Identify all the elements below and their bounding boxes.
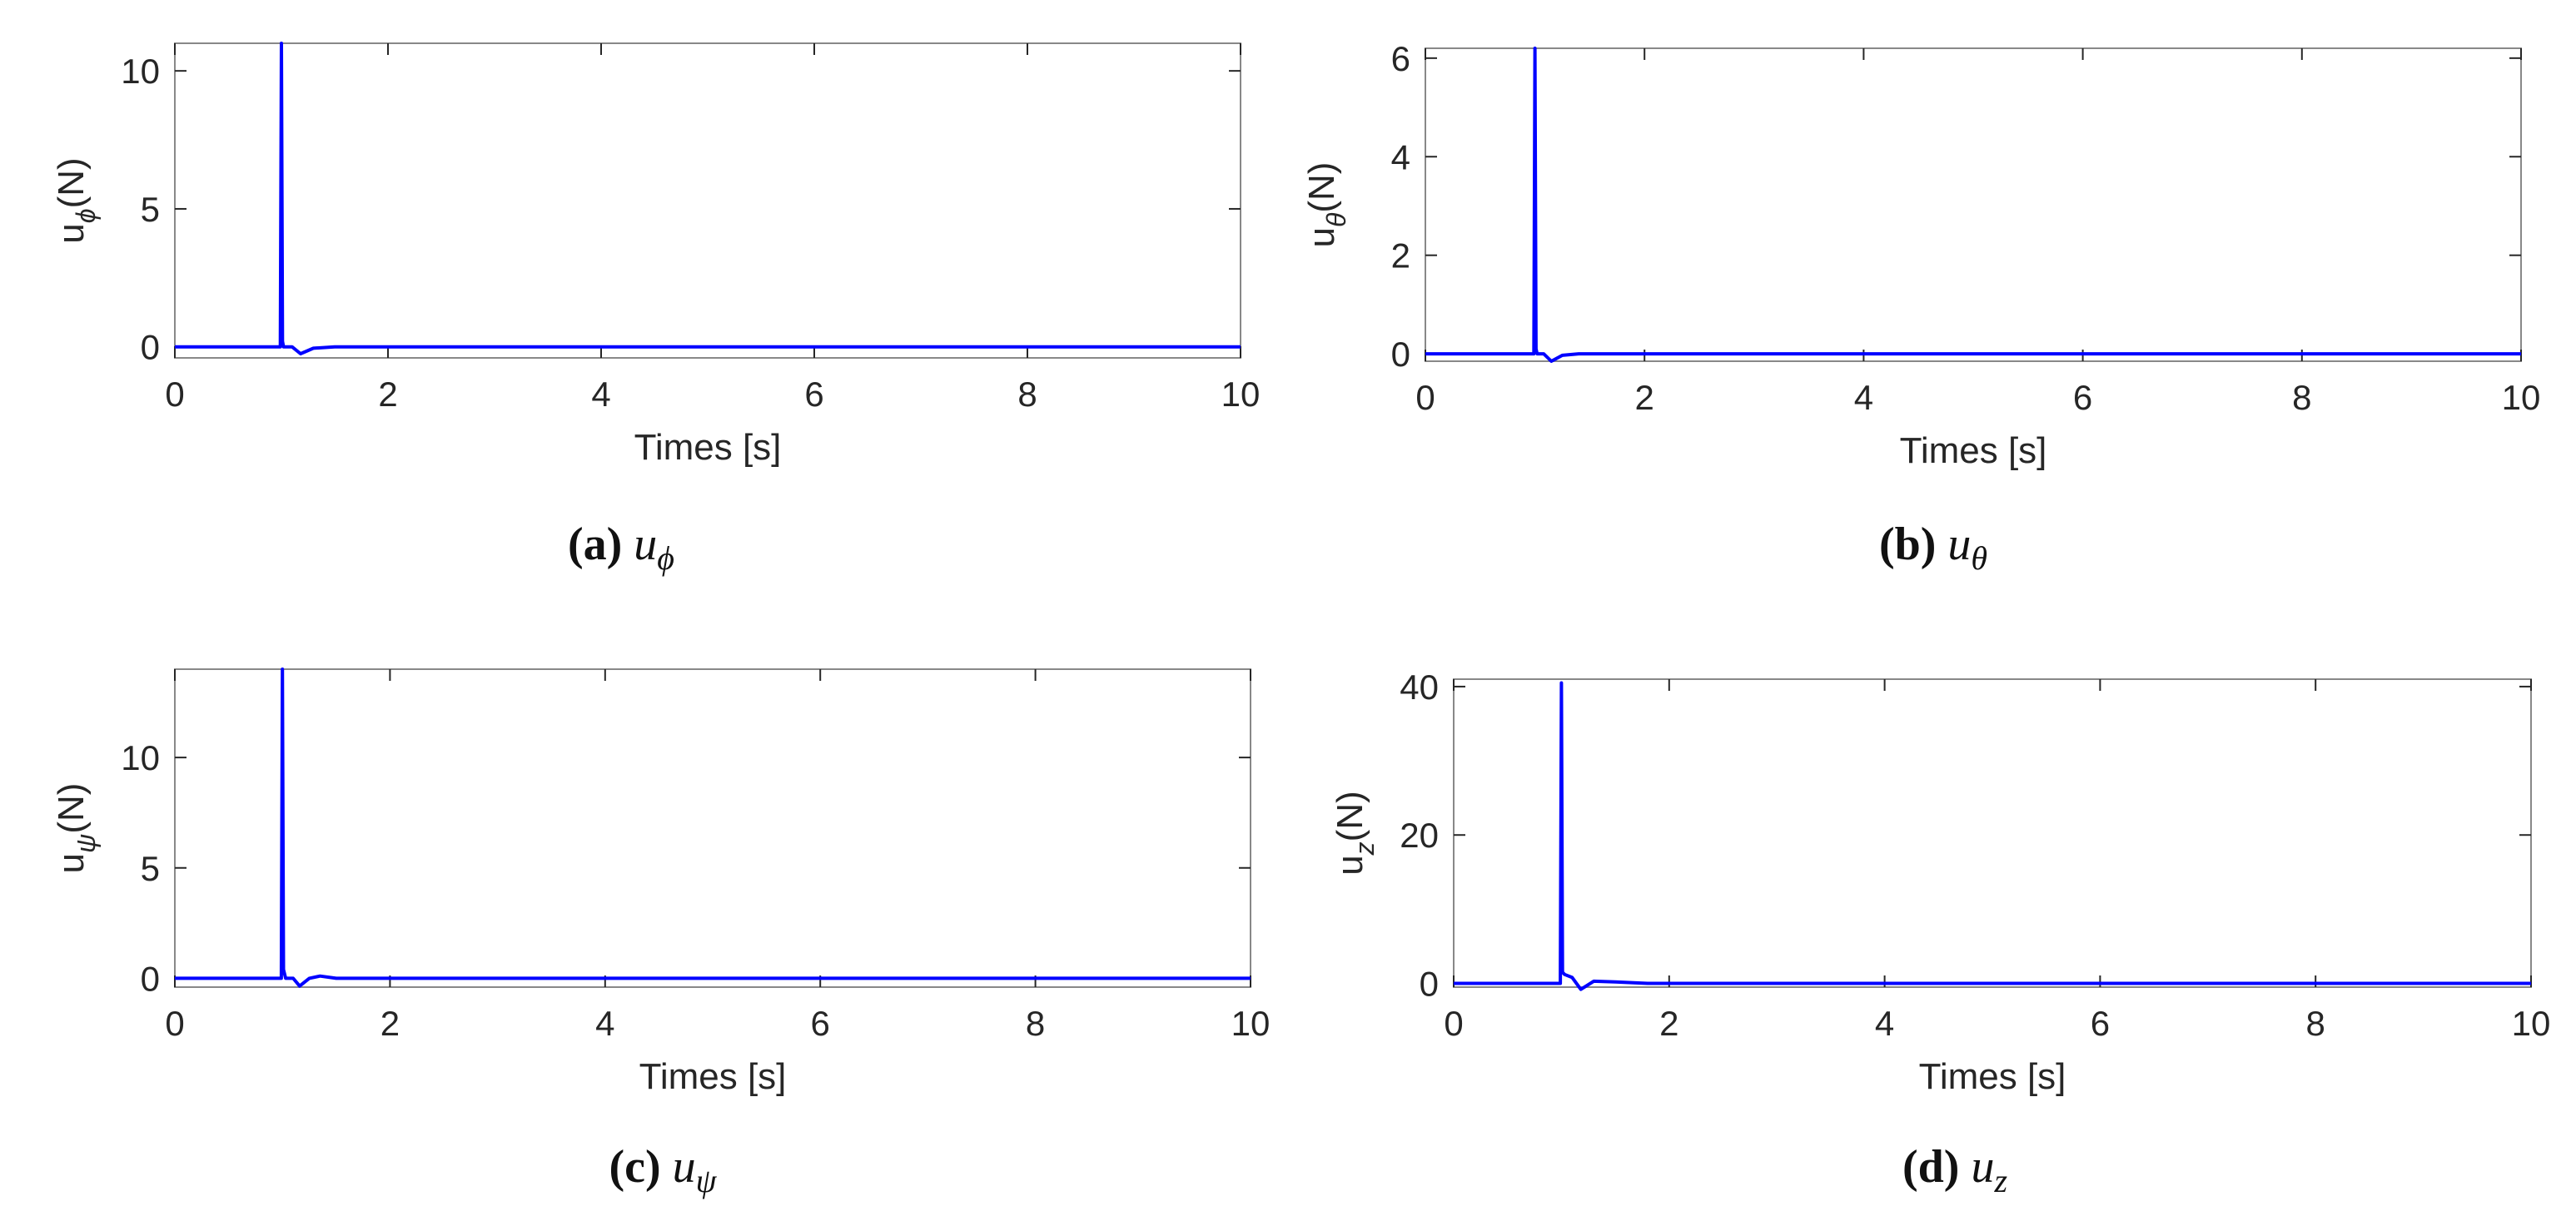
y-tick-label: 5 — [141, 190, 160, 229]
caption-symbol: u — [1947, 519, 1972, 570]
x-axis-label: Times [s] — [1919, 1056, 2066, 1097]
y-axis-label: uψ(N) — [51, 783, 101, 874]
caption-sub: ϕ — [657, 539, 674, 577]
x-tick-label: 2 — [380, 1004, 400, 1043]
caption-sub: z — [1994, 1162, 2008, 1199]
caption-letter: (a) — [568, 519, 623, 570]
x-axis-label: Times [s] — [639, 1056, 787, 1097]
y-tick-label: 2 — [1391, 236, 1410, 275]
series-line — [1454, 681, 2531, 991]
plot-box — [174, 668, 1251, 988]
caption-d: (d) uz — [1830, 1140, 2080, 1200]
caption-c: (c) uψ — [538, 1140, 788, 1200]
x-tick-label: 2 — [378, 375, 397, 414]
y-tick-label: 10 — [121, 738, 160, 777]
caption-b: (b) uθ — [1808, 518, 2058, 578]
x-tick-label: 6 — [2091, 1004, 2110, 1043]
x-tick-label: 4 — [1875, 1004, 1894, 1043]
caption-letter: (d) — [1902, 1141, 1960, 1193]
y-tick-label: 20 — [1400, 816, 1439, 855]
caption-sub: θ — [1971, 539, 1988, 577]
x-tick-label: 8 — [2292, 378, 2311, 417]
x-tick-label: 0 — [1415, 378, 1435, 417]
y-tick-label: 0 — [1391, 335, 1410, 374]
caption-sub: ψ — [695, 1162, 717, 1199]
caption-a: (a) uϕ — [496, 518, 746, 578]
x-tick-label: 8 — [2306, 1004, 2325, 1043]
caption-letter: (c) — [609, 1141, 661, 1193]
caption-symbol: u — [634, 519, 658, 570]
x-tick-label: 10 — [2512, 1004, 2551, 1043]
x-tick-label: 4 — [595, 1004, 614, 1043]
x-tick-label: 4 — [1854, 378, 1873, 417]
y-axis-label: uz(N) — [1330, 791, 1380, 876]
x-tick-label: 0 — [1444, 1004, 1463, 1043]
y-tick-label: 5 — [141, 849, 160, 888]
caption-letter: (b) — [1878, 519, 1937, 570]
x-tick-label: 6 — [2073, 378, 2092, 417]
plot-box — [1453, 678, 2532, 988]
x-tick-label: 0 — [165, 375, 184, 414]
series-line — [1425, 47, 2521, 363]
x-tick-label: 6 — [804, 375, 823, 414]
x-axis-label: Times [s] — [634, 427, 782, 468]
y-tick-label: 4 — [1391, 137, 1410, 176]
y-tick-label: 0 — [1420, 965, 1439, 1004]
y-tick-label: 10 — [121, 52, 160, 91]
y-tick-label: 6 — [1391, 39, 1410, 78]
y-tick-label: 40 — [1400, 668, 1439, 707]
caption-symbol: u — [1971, 1141, 1995, 1193]
x-tick-label: 10 — [1221, 375, 1261, 414]
x-tick-label: 8 — [1026, 1004, 1045, 1043]
x-tick-label: 10 — [2502, 378, 2541, 417]
caption-symbol: u — [672, 1141, 696, 1193]
y-tick-label: 0 — [141, 959, 160, 998]
x-tick-label: 6 — [811, 1004, 830, 1043]
y-tick-label: 0 — [141, 328, 160, 367]
x-tick-label: 10 — [1231, 1004, 1271, 1043]
x-tick-label: 8 — [1017, 375, 1037, 414]
plot-box — [1425, 47, 2522, 362]
x-tick-label: 2 — [1659, 1004, 1678, 1043]
x-tick-label: 4 — [591, 375, 610, 414]
y-axis-label: uϕ(N) — [51, 157, 101, 243]
y-axis-label: uθ(N) — [1301, 162, 1351, 248]
x-tick-label: 2 — [1635, 378, 1654, 417]
series-line — [175, 668, 1251, 988]
x-tick-label: 0 — [165, 1004, 184, 1043]
x-axis-label: Times [s] — [1900, 430, 2047, 471]
series-line — [175, 42, 1241, 355]
plot-box — [174, 42, 1241, 359]
